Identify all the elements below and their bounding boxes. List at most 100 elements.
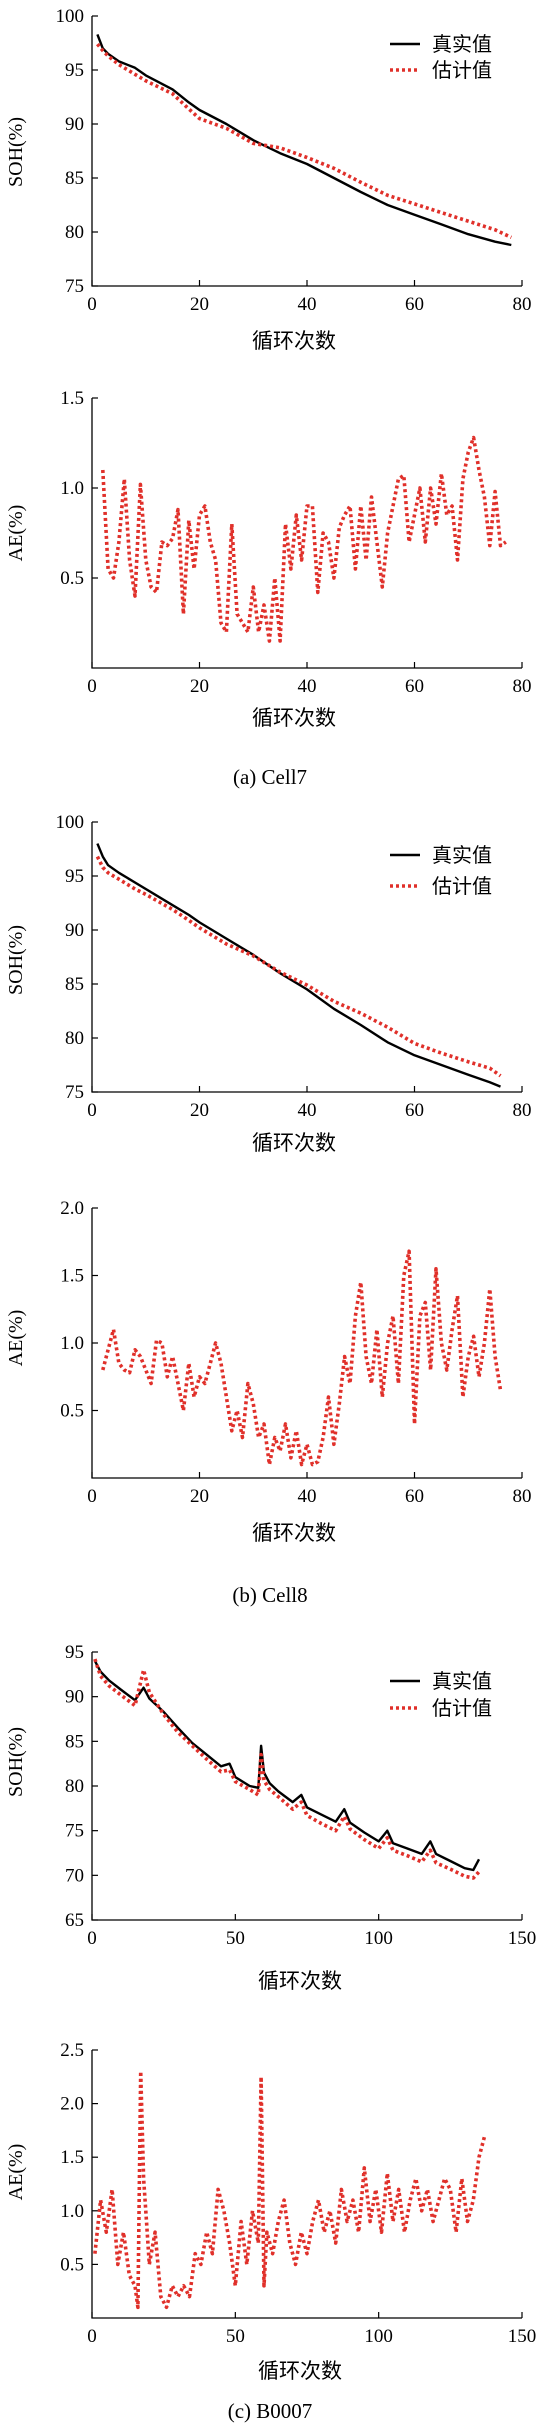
y-tick-label: 90 — [65, 1687, 84, 1708]
y-tick-label: 85 — [65, 974, 84, 995]
xlabel: 循环次数 — [252, 329, 336, 353]
y-tick-label: 65 — [65, 1910, 84, 1931]
x-tick-label: 40 — [298, 1100, 317, 1121]
x-tick-label: 80 — [513, 676, 532, 697]
y-tick-label: 95 — [65, 1642, 84, 1663]
ae-b0007-chart: AE(%) 循环次数 0.5 1.0 1.5 2.0 2.5 0 50 100 150 — [5, 2040, 536, 2383]
caption-b: (b) Cell8 — [232, 1583, 307, 1607]
x-tick-label: 0 — [87, 1100, 97, 1121]
x-tick-label: 50 — [226, 1928, 245, 1949]
series-line-est — [95, 855, 502, 1078]
x-tick-label: 80 — [513, 1486, 532, 1507]
x-tick-label: 0 — [87, 1486, 97, 1507]
y-tick-label: 2.0 — [60, 2094, 84, 2115]
xlabel: 循环次数 — [258, 1969, 342, 1993]
y-tick-label: 1.0 — [60, 1333, 84, 1354]
y-tick-label: 80 — [65, 1028, 84, 1049]
xlabel: 循环次数 — [252, 1131, 336, 1155]
y-tick-label: 1.5 — [60, 388, 84, 409]
x-tick-label: 100 — [364, 2326, 393, 2347]
legend-label-est: 估计值 — [432, 58, 492, 82]
legend-label-est: 估计值 — [432, 874, 492, 898]
y-tick-label: 1.5 — [60, 1266, 84, 1287]
legend: 真实值 估计值 — [390, 32, 492, 82]
y-tick-label: 2.5 — [60, 2040, 84, 2061]
y-tick-label: 75 — [65, 1082, 84, 1103]
x-tick-label: 0 — [87, 294, 97, 315]
legend-label-true: 真实值 — [432, 843, 492, 867]
y-tick-label: 1.0 — [60, 478, 84, 499]
x-tick-label: 60 — [405, 676, 424, 697]
x-tick-label: 0 — [87, 676, 97, 697]
x-tick-label: 0 — [87, 1928, 97, 1949]
series-line-est — [101, 1249, 503, 1467]
xlabel: 循环次数 — [252, 1521, 336, 1545]
legend: 真实值 估计值 — [390, 843, 492, 898]
caption-c: (c) B0007 — [228, 2399, 313, 2423]
series-line-est — [93, 1658, 481, 1880]
y-tick-label: 90 — [65, 920, 84, 941]
y-tick-label: 1.0 — [60, 2201, 84, 2222]
y-tick-label: 100 — [56, 812, 85, 833]
x-tick-label: 20 — [190, 294, 209, 315]
ae-cell8-chart: AE(%) 循环次数 0.5 1.0 1.5 2.0 0 20 40 60 80 — [5, 1198, 532, 1545]
y-tick-label: 70 — [65, 1865, 84, 1886]
x-tick-label: 20 — [190, 676, 209, 697]
y-tick-label: 0.5 — [60, 568, 84, 589]
legend-label-true: 真实值 — [432, 32, 492, 56]
series-line-est — [96, 42, 513, 240]
x-tick-label: 20 — [190, 1100, 209, 1121]
x-tick-label: 40 — [298, 676, 317, 697]
series-line-est — [101, 435, 507, 643]
y-tick-label: 85 — [65, 168, 84, 189]
ylabel: SOH(%) — [5, 1727, 27, 1797]
ylabel: AE(%) — [5, 505, 27, 562]
y-tick-label: 80 — [65, 222, 84, 243]
ylabel: SOH(%) — [5, 117, 27, 187]
caption-a: (a) Cell7 — [233, 765, 307, 789]
x-tick-label: 60 — [405, 1100, 424, 1121]
y-tick-label: 1.5 — [60, 2147, 84, 2168]
ylabel: AE(%) — [5, 1310, 27, 1367]
y-tick-label: 90 — [65, 114, 84, 135]
axes — [91, 2050, 522, 2319]
y-tick-label: 85 — [65, 1731, 84, 1752]
y-tick-label: 100 — [56, 6, 85, 27]
y-tick-label: 95 — [65, 60, 84, 81]
x-tick-label: 60 — [405, 1486, 424, 1507]
x-tick-label: 40 — [298, 294, 317, 315]
x-tick-label: 150 — [508, 1928, 537, 1949]
y-tick-label: 95 — [65, 866, 84, 887]
series-line-est — [93, 2069, 487, 2310]
y-tick-label: 75 — [65, 276, 84, 297]
y-tick-label: 75 — [65, 1821, 84, 1842]
soh-b0007-chart: SOH(%) 循环次数 真实值 估计值 65 70 75 80 85 90 95 0 50 100… — [5, 1642, 536, 1993]
y-tick-label: 80 — [65, 1776, 84, 1797]
legend-label-true: 真实值 — [432, 1669, 492, 1693]
soh-cell8-chart: SOH(%) 循环次数 真实值 估计值 75 80 85 90 95 100 0 20 40 60… — [5, 812, 532, 1155]
soh-cell7-chart: SOH(%) 循环次数 真实值 估计值 75 80 85 90 95 100 0 20 40 60… — [5, 6, 532, 353]
axes — [91, 16, 522, 287]
x-tick-label: 80 — [513, 294, 532, 315]
xlabel: 循环次数 — [258, 2359, 342, 2383]
x-tick-label: 40 — [298, 1486, 317, 1507]
ae-cell7-chart: AE(%) 循环次数 0.5 1.0 1.5 0 20 40 60 80 — [5, 388, 532, 730]
x-tick-label: 80 — [513, 1100, 532, 1121]
series-line-true — [93, 1660, 481, 1872]
x-tick-label: 0 — [87, 2326, 97, 2347]
x-tick-label: 100 — [364, 1928, 393, 1949]
x-tick-label: 50 — [226, 2326, 245, 2347]
xlabel: 循环次数 — [252, 706, 336, 730]
ylabel: SOH(%) — [5, 925, 27, 995]
y-tick-label: 0.5 — [60, 2254, 84, 2275]
axes — [91, 398, 522, 669]
ylabel: AE(%) — [5, 2144, 27, 2201]
y-tick-label: 0.5 — [60, 1401, 84, 1422]
x-tick-label: 20 — [190, 1486, 209, 1507]
legend-label-est: 估计值 — [432, 1696, 492, 1720]
series-line-true — [96, 33, 512, 247]
x-tick-label: 60 — [405, 294, 424, 315]
y-tick-label: 2.0 — [60, 1198, 84, 1219]
legend: 真实值 估计值 — [390, 1669, 492, 1720]
